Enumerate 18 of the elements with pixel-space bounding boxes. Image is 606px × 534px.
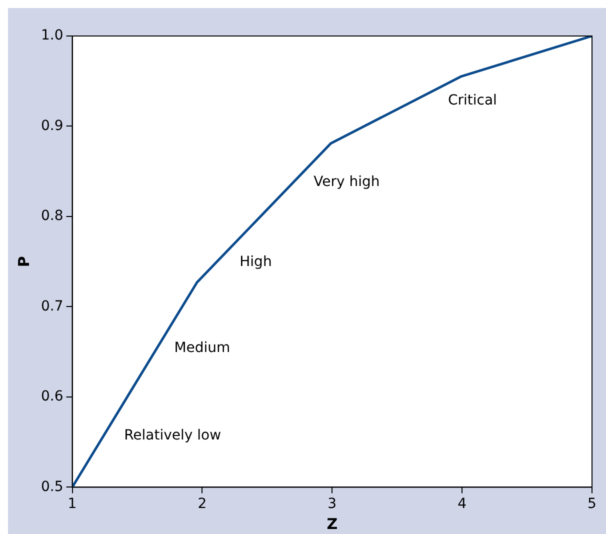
annotation: Relatively low	[124, 427, 222, 444]
x-tick-label: 2	[198, 496, 207, 512]
annotation: High	[240, 254, 272, 270]
x-tick-label: 3	[328, 496, 337, 512]
y-tick-label: 0.5	[41, 478, 64, 495]
x-tick-label: 4	[458, 496, 467, 512]
y-tick-label: 0.6	[41, 388, 64, 405]
x-axis-title: Z	[326, 514, 338, 533]
annotation: Medium	[174, 340, 230, 356]
y-axis-title: P	[14, 256, 33, 268]
y-tick-label: 0.7	[41, 298, 64, 314]
y-tick-label: 0.9	[41, 118, 64, 134]
annotation: Very high	[314, 174, 380, 190]
y-tick-label: 1.0	[41, 28, 64, 44]
x-tick-label: 5	[588, 496, 596, 512]
annotation: Critical	[448, 92, 497, 109]
x-tick-label: 1	[68, 496, 77, 512]
y-tick-label: 0.8	[41, 208, 64, 224]
